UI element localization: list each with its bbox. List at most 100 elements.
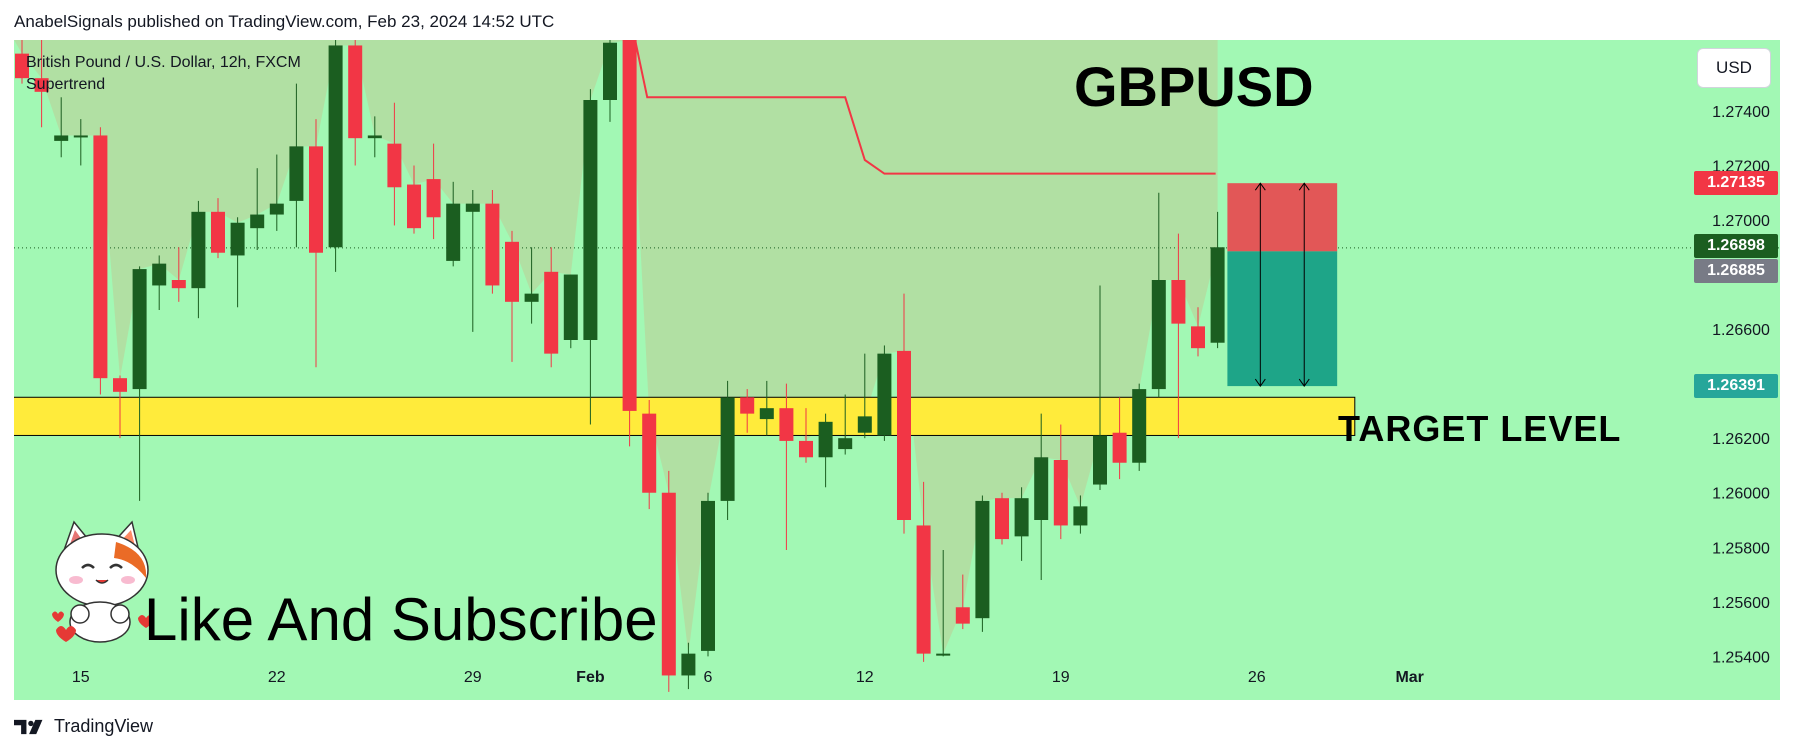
candle — [426, 143, 441, 240]
like-subscribe-text: Like And Subscribe — [144, 586, 658, 653]
candle — [818, 413, 833, 488]
candle — [505, 230, 519, 362]
candle-body — [15, 53, 29, 79]
price-tick-label: 1.27000 — [1712, 213, 1770, 230]
candle — [269, 154, 284, 231]
time-tick-label: 26 — [1248, 669, 1266, 686]
candle-body — [995, 498, 1009, 540]
candle-body — [838, 438, 853, 450]
previous-close-tag: 1.26885 — [1694, 258, 1778, 283]
arrow-head-up — [1254, 182, 1266, 191]
target-zone — [14, 396, 1356, 436]
time-tick-label: 12 — [856, 669, 874, 686]
candlestick-chart[interactable]: 1.274001.272001.270001.266001.262001.260… — [14, 40, 1780, 700]
candle — [1112, 397, 1127, 480]
candle-body — [1073, 506, 1088, 526]
tradingview-logo-icon — [14, 719, 43, 734]
candle — [995, 492, 1009, 545]
candle — [113, 375, 127, 439]
candle — [975, 495, 990, 632]
price-tick-label: 1.25400 — [1712, 649, 1770, 666]
candle — [897, 293, 911, 534]
price-axis: 1.274001.272001.270001.266001.262001.260… — [1712, 104, 1770, 666]
candle — [1053, 424, 1068, 540]
candle — [583, 89, 598, 425]
candle-body — [289, 146, 304, 201]
candle — [367, 116, 382, 158]
candle-body — [583, 100, 598, 340]
candle-body — [387, 143, 402, 188]
candle-body — [250, 214, 265, 229]
supertrend-fill — [14, 40, 1218, 654]
candle — [916, 481, 931, 662]
candle-body — [622, 40, 637, 411]
candle-body — [563, 274, 578, 340]
candle — [328, 40, 343, 272]
tradingview-branding[interactable]: TradingView — [14, 716, 153, 737]
candle-body — [1151, 280, 1166, 390]
price-tick-label: 1.26600 — [1712, 322, 1770, 339]
candle-body — [524, 293, 539, 302]
currency-button[interactable]: USD — [1697, 48, 1771, 88]
candle-body — [113, 378, 127, 392]
time-tick-label: 22 — [268, 669, 286, 686]
candle-body — [1132, 389, 1147, 463]
candle-body — [975, 500, 990, 619]
candle — [720, 380, 735, 520]
arrow-head-down — [1298, 378, 1310, 387]
candle-body — [720, 397, 735, 501]
candle — [289, 83, 304, 248]
candle — [230, 217, 245, 308]
candle — [1073, 495, 1088, 534]
time-tick-label: 19 — [1052, 669, 1070, 686]
candle — [1014, 487, 1029, 561]
candle-body — [1034, 457, 1049, 520]
candle-body — [1210, 247, 1225, 343]
price-tick-label: 1.27400 — [1712, 104, 1770, 121]
candle-body — [857, 416, 872, 433]
time-axis: 15 22 29 Feb 6 12 19 26 Mar — [72, 669, 1424, 686]
price-tick-label: 1.25600 — [1712, 595, 1770, 612]
candle — [54, 97, 69, 158]
candle — [779, 383, 794, 550]
candle-body — [191, 211, 206, 289]
candle — [603, 40, 617, 122]
candle — [348, 40, 363, 166]
candle-body — [309, 146, 323, 253]
stop-price-tag: 1.27135 — [1694, 171, 1778, 196]
candle — [1171, 233, 1186, 439]
candle — [465, 190, 480, 332]
candle-body — [407, 184, 421, 229]
candle — [15, 40, 29, 84]
candle-body — [916, 525, 931, 654]
supertrend-line — [634, 40, 1216, 175]
candle-body — [877, 353, 892, 436]
tradingview-brand-text: TradingView — [54, 716, 154, 736]
chart-area[interactable]: 1.27400 1.27200 1.27000 1.26600 1.26200 1.260… — [14, 40, 1780, 700]
candle-body — [1093, 435, 1107, 485]
candle-body — [171, 280, 186, 289]
candle — [799, 408, 813, 463]
candle — [857, 353, 872, 439]
candle-body — [465, 203, 480, 212]
candle — [93, 127, 108, 395]
indicator-name[interactable]: Supertrend — [26, 76, 106, 93]
candle-body — [54, 135, 69, 141]
arrow-head-down — [1254, 378, 1266, 387]
candle — [1034, 413, 1049, 580]
supertrend-layer — [634, 40, 1216, 175]
candle — [211, 198, 225, 259]
publication-header: AnabelSignals published on TradingView.c… — [14, 12, 555, 31]
chart-legend: British Pound / U.S. Dollar, 12h, FXCM S… — [26, 52, 301, 96]
candle-body — [426, 179, 441, 218]
price-tick-label: 1.26000 — [1712, 486, 1770, 503]
candle — [936, 550, 951, 657]
position-tool-layer — [1227, 182, 1338, 387]
arrow-head-up — [1298, 182, 1310, 191]
time-tick-label: Mar — [1395, 669, 1423, 686]
candle-body — [779, 408, 794, 441]
candle-body — [230, 222, 245, 256]
candle-body — [897, 350, 911, 520]
time-tick-label: Feb — [576, 669, 605, 686]
candle-body — [1112, 432, 1127, 463]
